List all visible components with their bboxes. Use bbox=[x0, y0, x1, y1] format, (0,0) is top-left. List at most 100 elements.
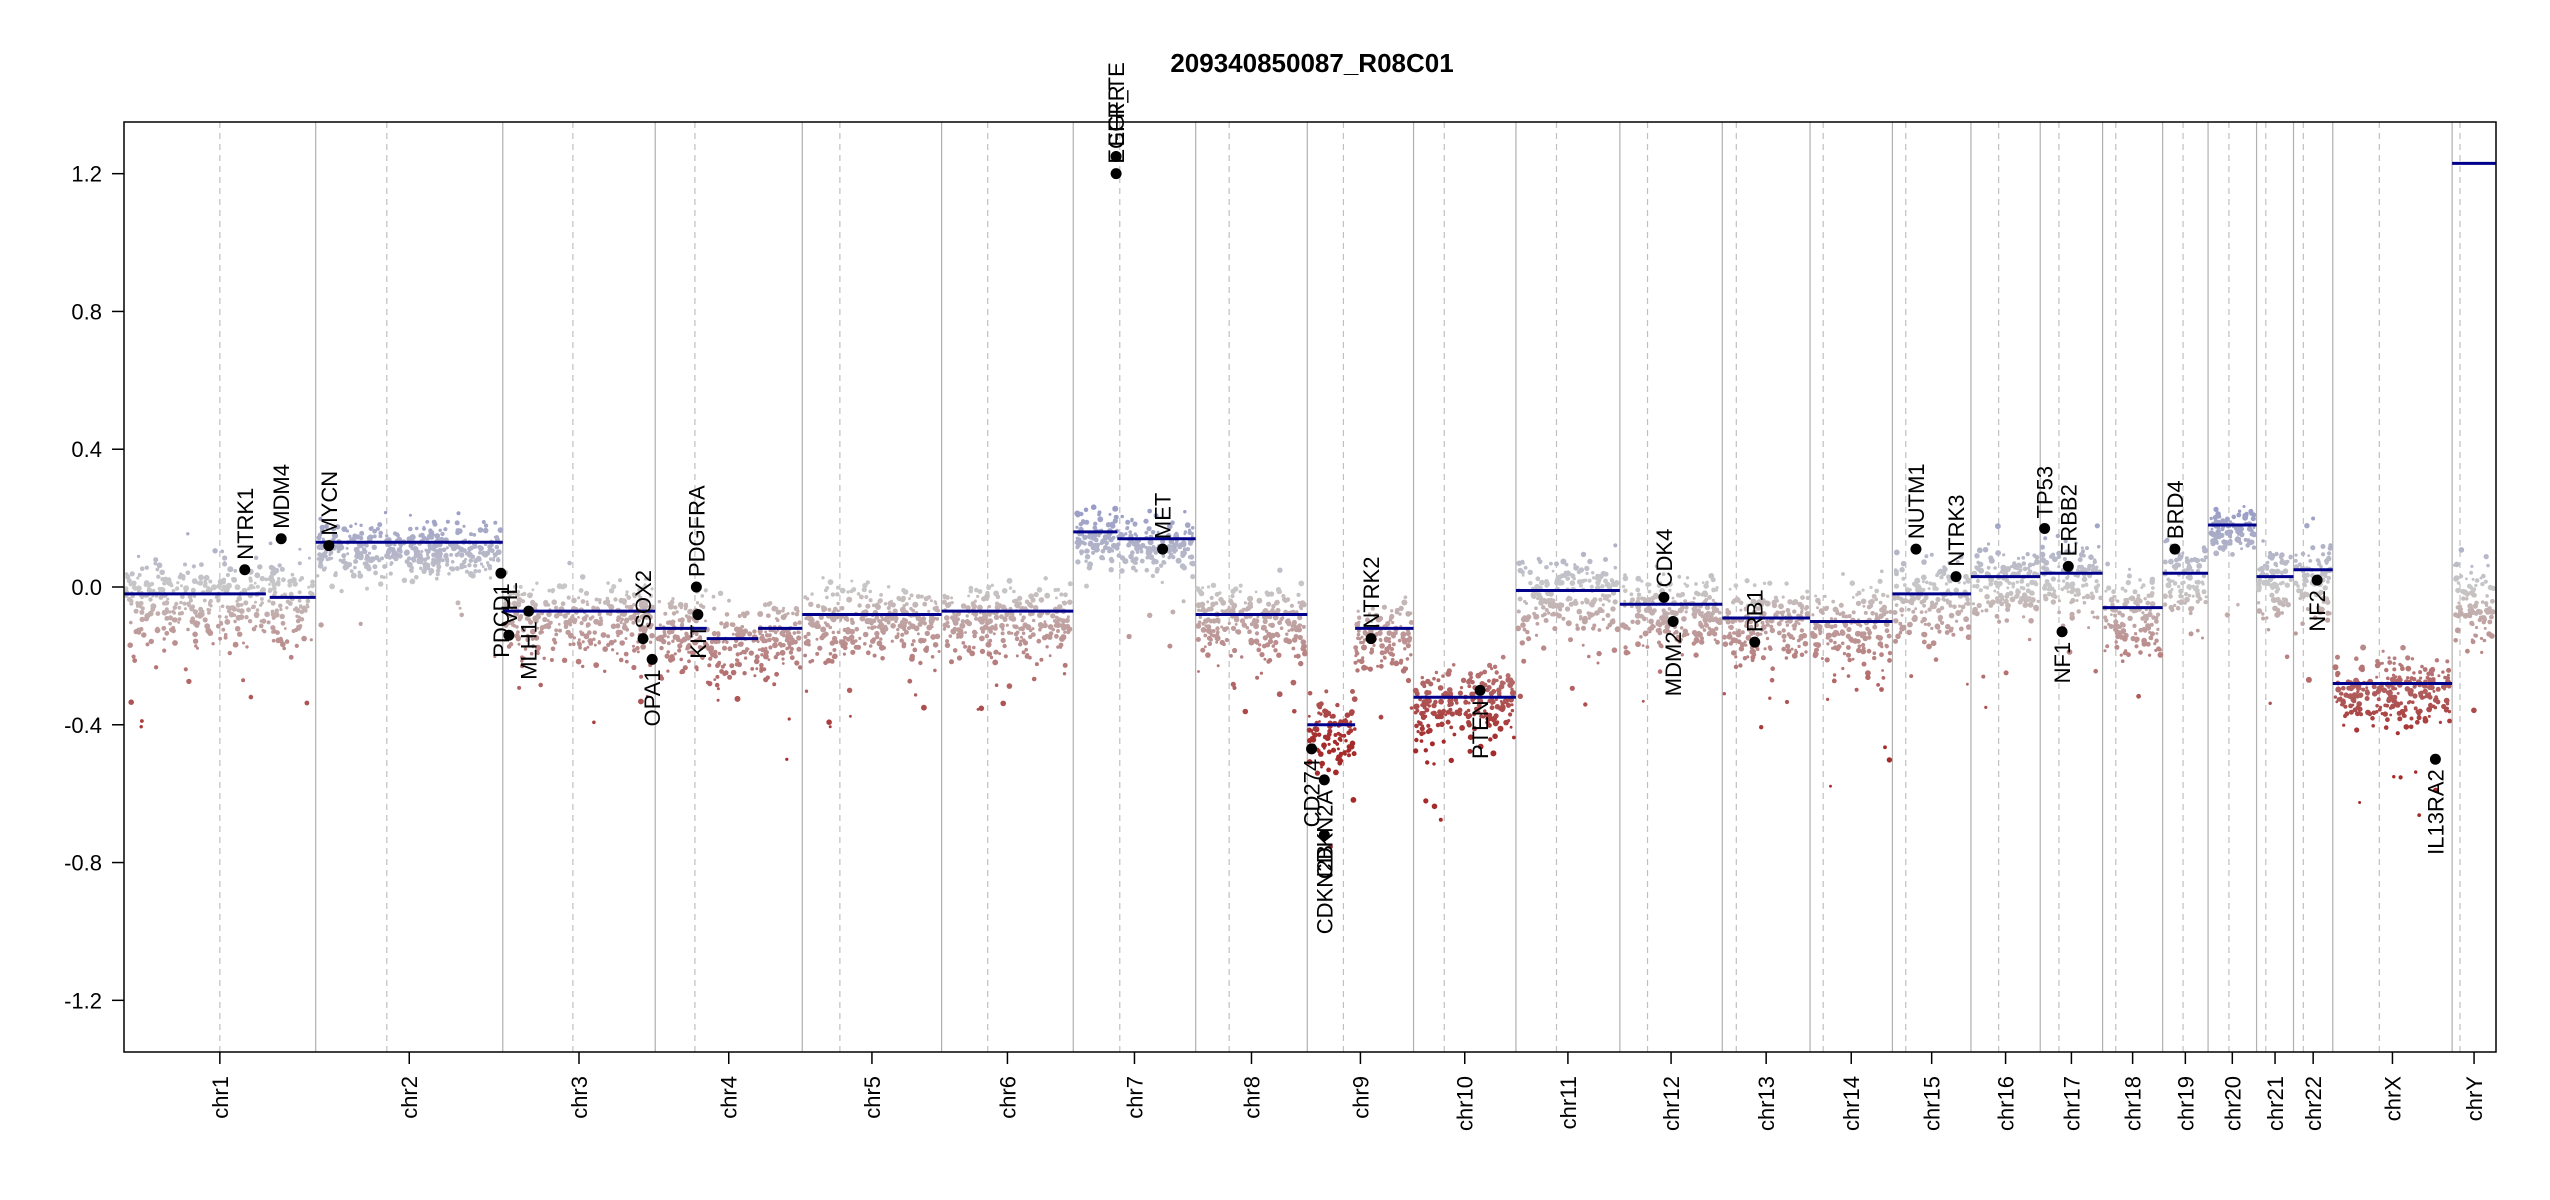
probe-point bbox=[479, 562, 484, 566]
probe-point bbox=[1181, 599, 1186, 604]
probe-point bbox=[1935, 596, 1941, 603]
probe-point bbox=[1000, 604, 1007, 610]
probe-point bbox=[577, 616, 580, 619]
probe-point bbox=[220, 549, 225, 554]
probe-point bbox=[1715, 586, 1719, 590]
probe-point bbox=[694, 632, 699, 637]
probe-point bbox=[1100, 538, 1105, 544]
probe-point bbox=[1422, 684, 1427, 689]
probe-point bbox=[378, 530, 384, 536]
probe-point bbox=[1883, 745, 1887, 750]
probe-point bbox=[1097, 510, 1102, 515]
probe-point bbox=[1726, 633, 1733, 640]
probe-point bbox=[1108, 537, 1112, 541]
probe-point bbox=[2096, 544, 2101, 549]
probe-point bbox=[1591, 571, 1595, 575]
probe-point bbox=[716, 633, 721, 637]
probe-point bbox=[299, 604, 303, 608]
probe-point bbox=[1423, 798, 1429, 804]
probe-point bbox=[1685, 576, 1690, 580]
probe-point bbox=[765, 633, 769, 637]
probe-point bbox=[932, 606, 937, 611]
probe-point bbox=[1993, 566, 1997, 570]
probe-point bbox=[422, 557, 428, 562]
probe-point bbox=[1290, 627, 1295, 632]
probe-point bbox=[251, 626, 257, 632]
probe-point bbox=[507, 591, 513, 597]
probe-point bbox=[233, 569, 238, 573]
probe-point bbox=[625, 590, 629, 594]
probe-point bbox=[1509, 679, 1515, 686]
probe-point bbox=[1219, 639, 1226, 646]
probe-point bbox=[1332, 739, 1337, 745]
probe-point bbox=[1880, 645, 1884, 649]
probe-point bbox=[1043, 620, 1047, 624]
probe-point bbox=[593, 643, 597, 647]
probe-point bbox=[1065, 623, 1071, 629]
probe-point bbox=[776, 609, 782, 615]
probe-point bbox=[1813, 625, 1818, 631]
probe-point bbox=[690, 650, 696, 656]
probe-point bbox=[1607, 622, 1612, 628]
probe-point bbox=[1038, 597, 1045, 603]
probe-point bbox=[1820, 657, 1824, 660]
probe-point bbox=[1900, 560, 1907, 567]
probe-point bbox=[1126, 633, 1132, 640]
probe-point bbox=[1941, 597, 1946, 601]
probe-point bbox=[1370, 620, 1373, 623]
probe-point bbox=[1027, 601, 1033, 608]
probe-point bbox=[2220, 527, 2225, 532]
probe-point bbox=[1872, 655, 1877, 661]
probe-point bbox=[1881, 676, 1886, 680]
probe-point bbox=[1856, 640, 1860, 643]
probe-point bbox=[1378, 663, 1384, 669]
probe-point bbox=[2154, 619, 2159, 624]
probe-point bbox=[1627, 651, 1631, 655]
probe-point bbox=[2249, 532, 2254, 537]
probe-point bbox=[966, 620, 972, 627]
probe-point bbox=[1109, 556, 1114, 561]
probe-point bbox=[1921, 559, 1927, 565]
probe-point bbox=[1441, 708, 1447, 714]
probe-point bbox=[2335, 654, 2340, 660]
probe-point bbox=[1800, 595, 1805, 600]
probe-point bbox=[1234, 622, 1238, 626]
probe-point bbox=[972, 633, 977, 639]
probe-point bbox=[1684, 610, 1688, 614]
probe-point bbox=[1552, 601, 1556, 605]
probe-point bbox=[1119, 555, 1126, 561]
probe-point bbox=[207, 630, 214, 636]
probe-point bbox=[839, 618, 843, 622]
probe-point bbox=[1309, 728, 1314, 733]
probe-point bbox=[1907, 621, 1913, 628]
probe-point bbox=[2094, 579, 2099, 584]
probe-point bbox=[1869, 598, 1875, 605]
probe-point bbox=[1950, 626, 1954, 631]
probe-point bbox=[768, 601, 773, 606]
probe-point bbox=[1684, 605, 1689, 610]
probe-point bbox=[950, 601, 954, 605]
probe-point bbox=[530, 599, 536, 605]
probe-point bbox=[1324, 709, 1329, 714]
probe-point bbox=[821, 608, 826, 613]
probe-point bbox=[385, 549, 392, 555]
probe-point bbox=[576, 641, 581, 645]
probe-point bbox=[1347, 753, 1351, 758]
probe-point bbox=[172, 640, 178, 646]
probe-point bbox=[742, 613, 747, 619]
probe-point bbox=[1189, 554, 1195, 560]
probe-point bbox=[255, 584, 260, 589]
probe-point bbox=[377, 522, 383, 528]
probe-point bbox=[1333, 733, 1338, 737]
probe-point bbox=[1580, 551, 1587, 558]
probe-point bbox=[125, 572, 129, 576]
probe-point bbox=[952, 648, 958, 653]
probe-point bbox=[1816, 606, 1819, 610]
probe-point bbox=[1031, 618, 1036, 623]
probe-point bbox=[587, 630, 592, 635]
probe-point bbox=[827, 579, 834, 585]
probe-point bbox=[1353, 727, 1357, 731]
probe-point bbox=[390, 547, 394, 551]
probe-point bbox=[2304, 523, 2310, 529]
probe-point bbox=[921, 620, 925, 625]
